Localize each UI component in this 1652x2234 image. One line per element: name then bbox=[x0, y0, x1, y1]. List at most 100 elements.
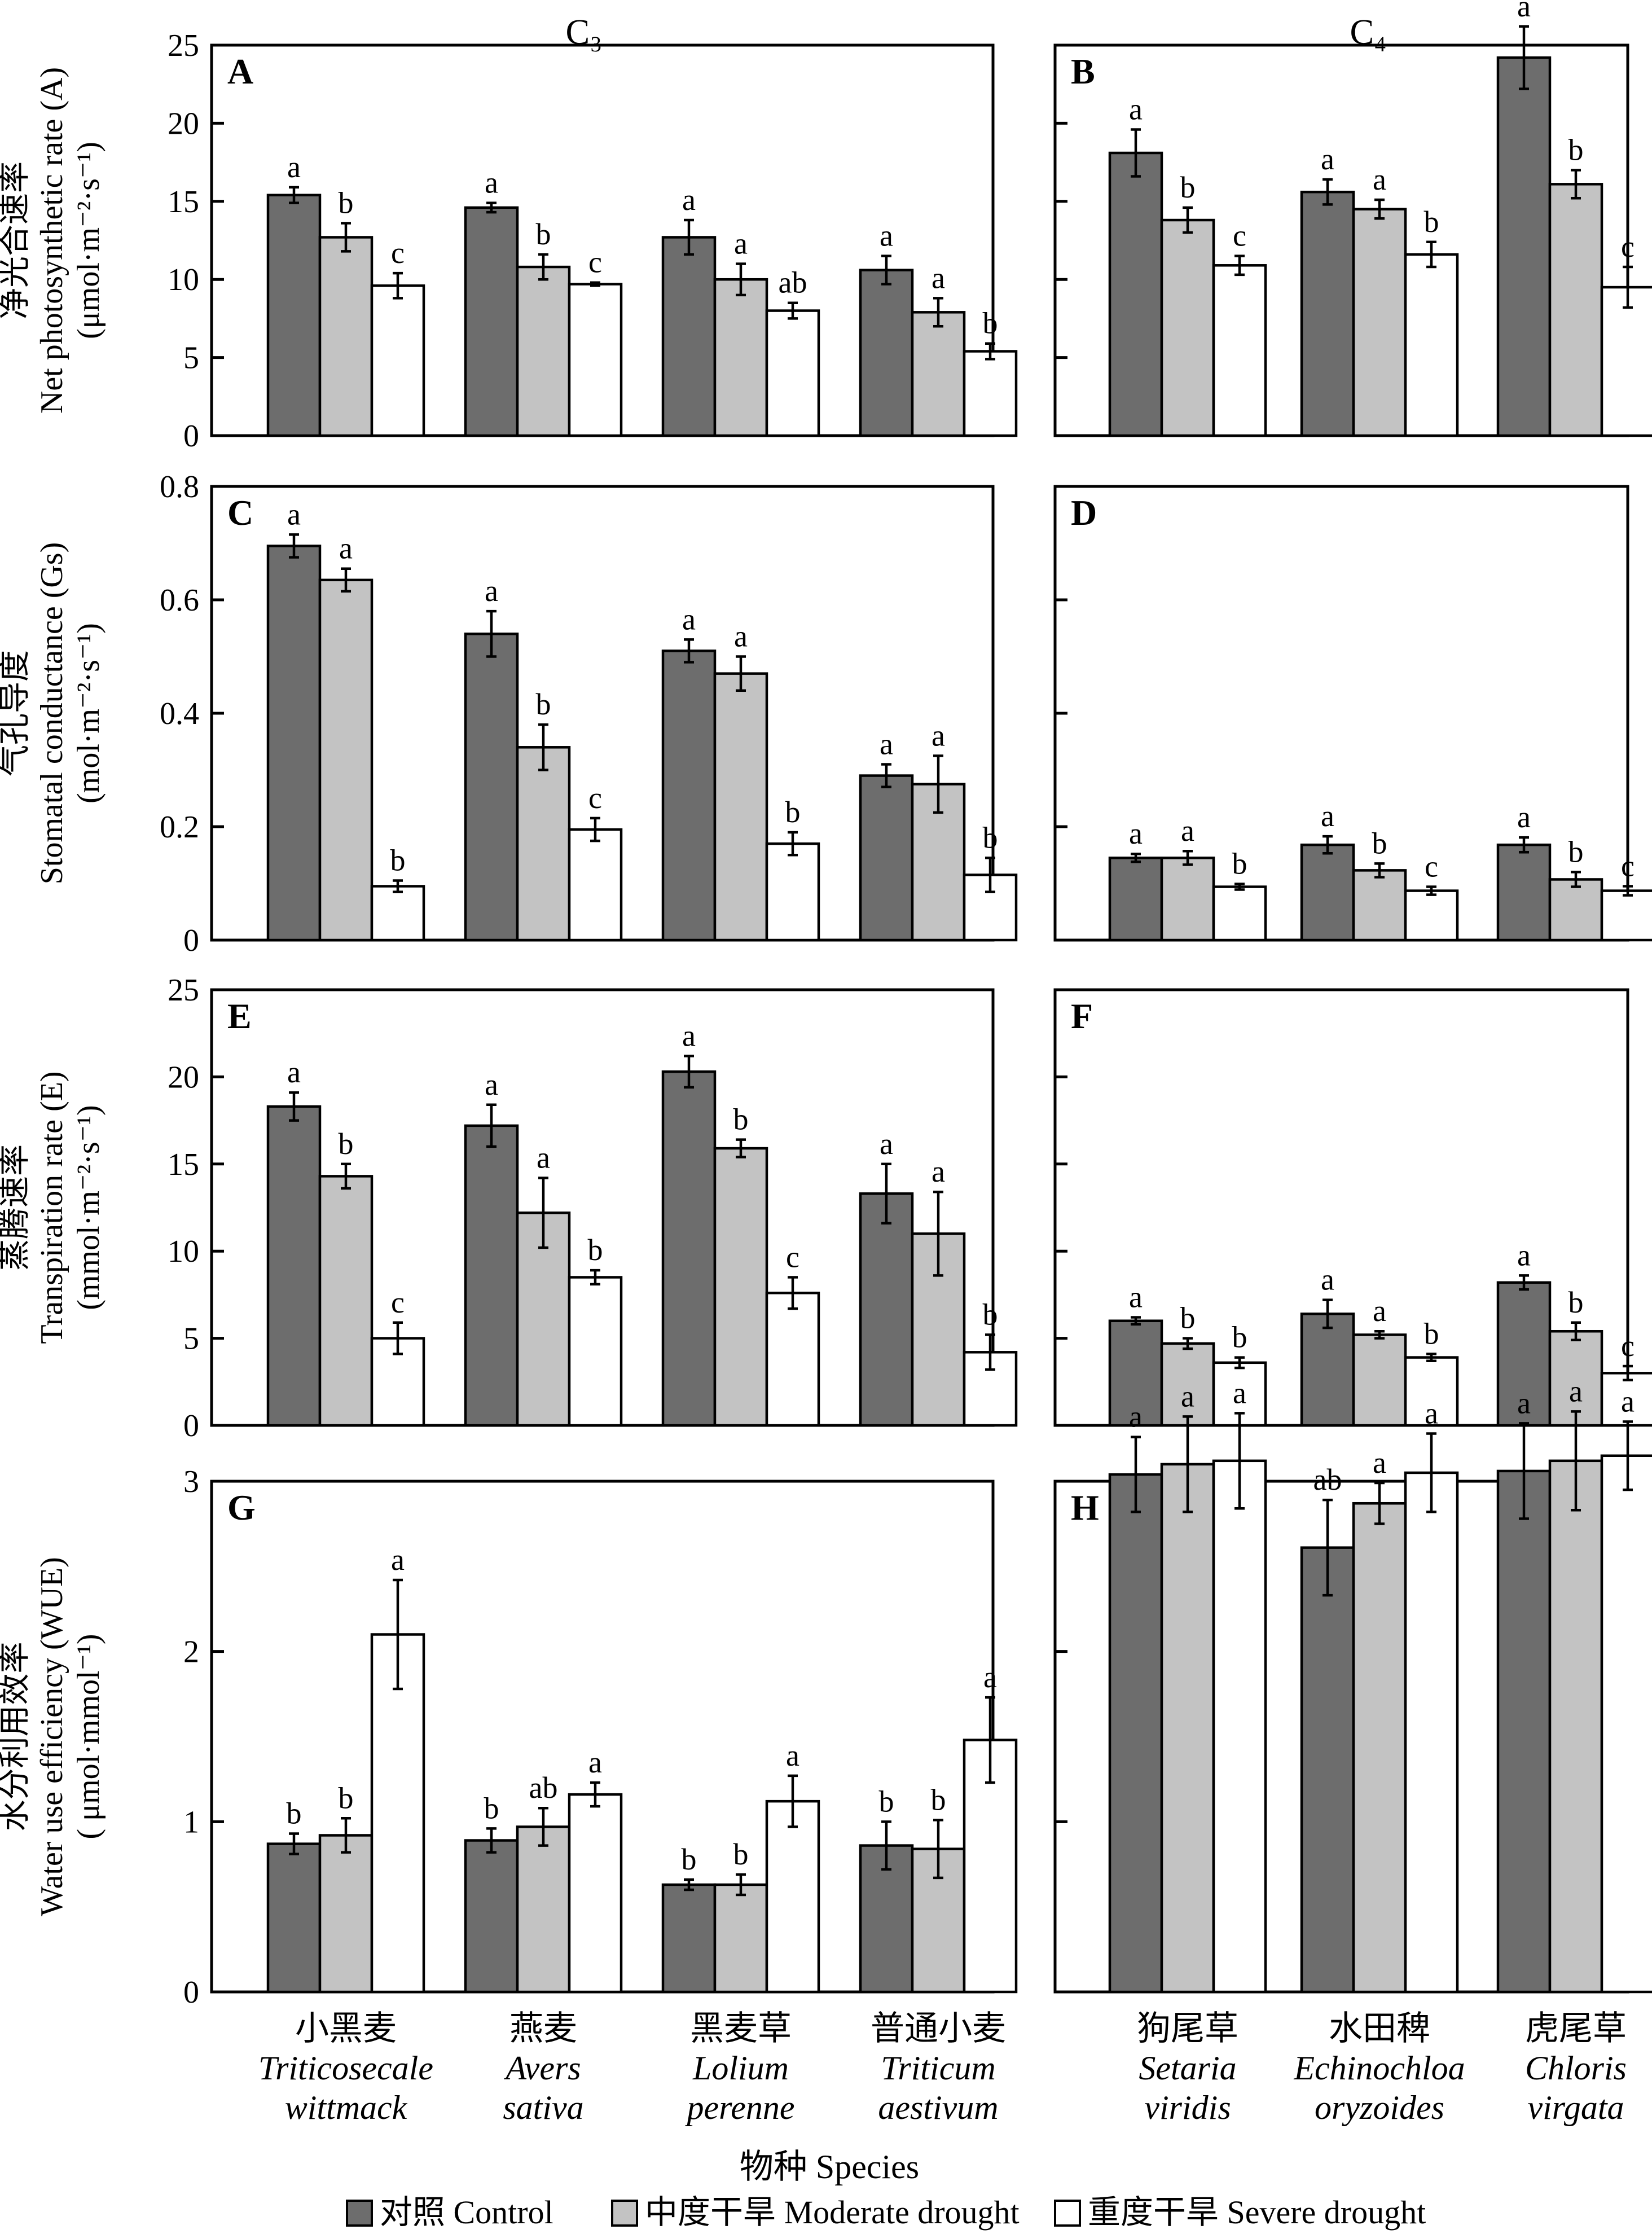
bar bbox=[464, 1839, 519, 1994]
x-axis-label: 物种 Species bbox=[740, 2148, 919, 2185]
error-bar bbox=[341, 1817, 351, 1854]
significance-letter: b bbox=[682, 1842, 697, 1876]
bar bbox=[568, 1276, 623, 1427]
significance-letter: b bbox=[339, 1781, 354, 1815]
panel-B: Ba a a b a b c b c bbox=[1053, 0, 1652, 437]
significance-letter: a bbox=[287, 1055, 301, 1089]
significance-letter: a bbox=[537, 1141, 550, 1175]
panel-label: E bbox=[227, 996, 252, 1036]
bar bbox=[1352, 1333, 1407, 1427]
bar bbox=[568, 828, 623, 942]
significance-letter: b bbox=[1424, 1316, 1439, 1350]
error-bar bbox=[985, 1333, 995, 1371]
y-tick-label: 0.2 bbox=[160, 810, 199, 845]
error-bar bbox=[1623, 885, 1633, 897]
significance-letter: a bbox=[786, 1739, 799, 1772]
significance-letter: b bbox=[983, 306, 998, 340]
bar bbox=[859, 269, 914, 437]
bar bbox=[1300, 1313, 1355, 1427]
significance-letter: c bbox=[786, 1240, 799, 1274]
y-tick-label: 0 bbox=[183, 419, 199, 454]
error-bar bbox=[736, 655, 746, 692]
y-tick-label: 0 bbox=[183, 1408, 199, 1443]
error-bar bbox=[985, 857, 995, 893]
significance-letter: a bbox=[1181, 1379, 1194, 1413]
significance-letter: a bbox=[1621, 1384, 1635, 1418]
bar bbox=[370, 1633, 425, 1994]
error-bar bbox=[289, 186, 299, 204]
error-bar bbox=[341, 567, 351, 593]
panel-C: 0 0.2 0.4 0.6 0.8 C 气孔导度 Stomatal conductance (… bbox=[0, 469, 1018, 958]
bar bbox=[713, 278, 768, 437]
bar bbox=[1352, 208, 1407, 437]
bar bbox=[1212, 264, 1267, 437]
error-bar bbox=[1519, 1274, 1529, 1291]
error-bar bbox=[788, 301, 798, 320]
error-bar bbox=[1571, 169, 1581, 200]
significance-letter: b bbox=[1568, 1285, 1584, 1319]
legend: 对照 Control 中度干旱 Moderate drought 重度干旱 Seve… bbox=[346, 2194, 1426, 2231]
significance-letter: a bbox=[1569, 1374, 1583, 1408]
category-label-cn: 小黑麦 bbox=[295, 2010, 397, 2047]
legend-swatch bbox=[346, 2200, 373, 2227]
bar bbox=[1496, 843, 1552, 942]
y-tick-label: 10 bbox=[168, 262, 199, 297]
category-label-cn: 普通小麦 bbox=[871, 2010, 1006, 2047]
error-bar bbox=[590, 1781, 600, 1808]
category-label-cn: 燕麦 bbox=[509, 2010, 577, 2047]
significance-letter: a bbox=[1321, 799, 1334, 833]
y-tick-label: 10 bbox=[168, 1234, 199, 1269]
bar bbox=[568, 283, 623, 437]
significance-letter: b bbox=[484, 1791, 499, 1825]
bar bbox=[1600, 889, 1652, 942]
panel-label: A bbox=[227, 51, 253, 91]
error-bar bbox=[341, 222, 351, 253]
error-bar bbox=[1623, 1364, 1633, 1381]
y-axis-label-en: Water use efficiency (WUE) bbox=[34, 1557, 69, 1916]
y-tick-label: 0.8 bbox=[160, 469, 199, 504]
y-tick-label: 25 bbox=[168, 973, 199, 1008]
legend-label: 重度干旱 Severe drought bbox=[1088, 2194, 1426, 2231]
significance-letter: a bbox=[682, 183, 696, 217]
bar bbox=[1108, 857, 1163, 942]
bar bbox=[859, 1192, 914, 1427]
panel-D: Da a a a b b b c c bbox=[1053, 485, 1652, 942]
significance-letter: a bbox=[932, 261, 945, 295]
significance-letter: c bbox=[1233, 219, 1246, 253]
error-bar bbox=[1519, 25, 1529, 90]
significance-letter: b bbox=[588, 1233, 603, 1267]
significance-letter: b bbox=[536, 217, 551, 251]
significance-letter: a bbox=[1373, 1446, 1386, 1480]
y-tick-label: 3 bbox=[183, 1464, 199, 1499]
panel-label: G bbox=[227, 1487, 256, 1528]
significance-letter: a bbox=[1129, 1400, 1143, 1434]
error-bar bbox=[1323, 178, 1333, 206]
error-bar bbox=[1519, 1422, 1529, 1520]
category-label-species: aestivum bbox=[878, 2089, 998, 2126]
error-bar bbox=[1519, 836, 1529, 854]
category-label-cn: 黑麦草 bbox=[690, 2010, 792, 2047]
error-bar bbox=[1234, 1412, 1245, 1510]
error-bar bbox=[538, 723, 548, 771]
y-axis-unit: (mol·m⁻²·s⁻¹) bbox=[71, 623, 106, 804]
error-bar bbox=[1571, 871, 1581, 888]
category-label-species: perenne bbox=[684, 2089, 794, 2126]
y-tick-label: 5 bbox=[183, 1322, 199, 1357]
y-tick-label: 15 bbox=[168, 185, 199, 220]
error-bar bbox=[538, 1177, 548, 1249]
error-bar bbox=[289, 1832, 299, 1855]
error-bar bbox=[486, 1103, 497, 1148]
panel-label: H bbox=[1071, 1487, 1099, 1528]
bar bbox=[1600, 1454, 1652, 1994]
error-bar bbox=[1183, 206, 1193, 234]
significance-letter: a bbox=[1129, 92, 1143, 126]
error-bar bbox=[788, 831, 798, 857]
bar bbox=[464, 633, 519, 942]
error-bar bbox=[1374, 1481, 1385, 1525]
bar bbox=[765, 309, 820, 437]
significance-letter: c bbox=[1425, 850, 1438, 884]
error-bar bbox=[1131, 128, 1141, 178]
